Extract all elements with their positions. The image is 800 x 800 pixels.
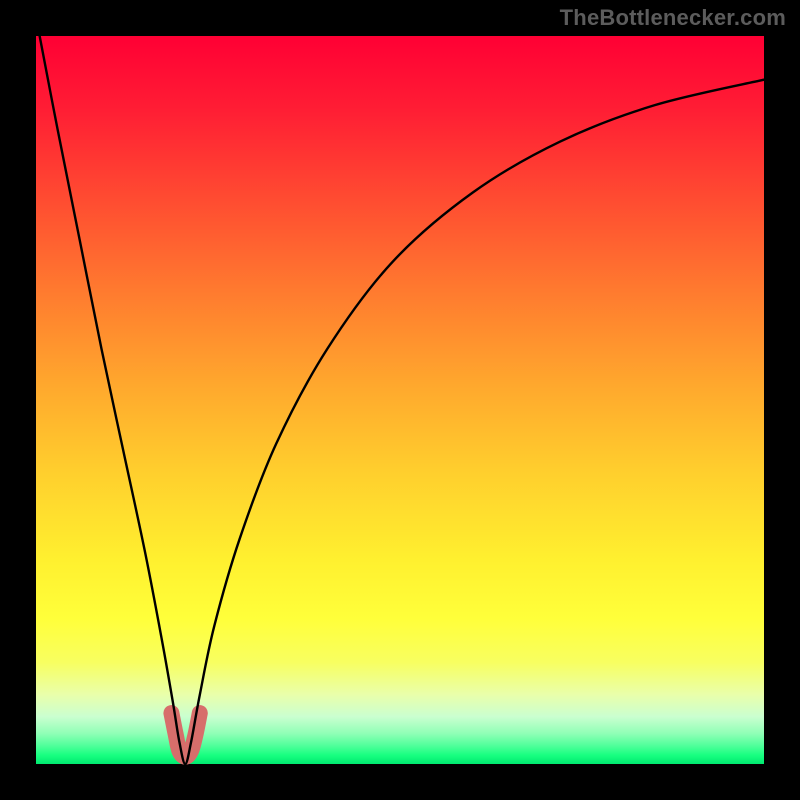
gradient-panel (36, 36, 764, 764)
chart-container: TheBottlenecker.com (0, 0, 800, 800)
bottleneck-chart (0, 0, 800, 800)
watermark-text: TheBottlenecker.com (560, 5, 786, 31)
